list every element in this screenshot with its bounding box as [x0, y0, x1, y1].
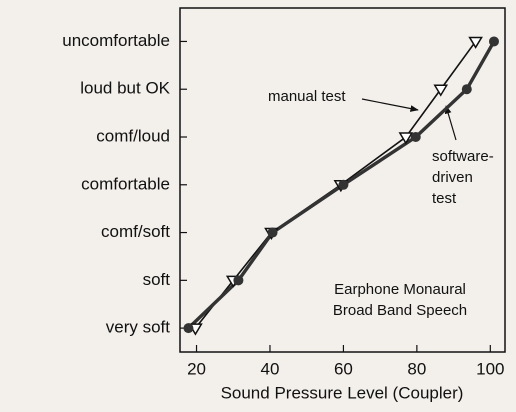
- x-tick-label: 40: [261, 359, 280, 378]
- y-tick-label: loud but OK: [80, 79, 170, 98]
- annotation: manual test: [268, 88, 346, 105]
- annotation-line: Broad Band Speech: [333, 302, 467, 319]
- marker-circle: [267, 227, 278, 238]
- annotation: software-driven test: [432, 148, 494, 207]
- y-tick-label: uncomfortable: [62, 31, 170, 50]
- marker-circle: [233, 275, 244, 286]
- plot-frame: [179, 7, 506, 353]
- x-tick-label: 20: [187, 359, 206, 378]
- y-tick-label: very soft: [106, 318, 171, 337]
- annotation-line: Earphone Monaural: [334, 281, 466, 298]
- arrow: [361, 98, 419, 112]
- x-tick-label: 60: [334, 359, 353, 378]
- x-tick-label: 80: [407, 359, 426, 378]
- marker-circle: [410, 132, 421, 142]
- y-tick-label: soft: [143, 270, 171, 289]
- y-tick-label: comfortable: [81, 174, 170, 193]
- x-tick-label: 100: [476, 359, 504, 378]
- marker-circle: [338, 179, 349, 190]
- marker-triangle: [433, 84, 449, 97]
- annotation-line: driven: [432, 169, 473, 186]
- marker-circle: [183, 323, 194, 334]
- y-tick-label: comf/soft: [101, 222, 170, 241]
- marker-triangle: [398, 132, 414, 145]
- marker-circle: [461, 84, 472, 95]
- annotation-line: software-: [432, 148, 494, 165]
- arrow: [444, 105, 457, 141]
- marker-triangle: [468, 36, 483, 49]
- annotation-line: manual test: [268, 88, 346, 105]
- y-tick-label: comf/loud: [96, 126, 170, 145]
- x-axis-label: Sound Pressure Level (Coupler): [221, 383, 464, 402]
- annotation-line: test: [432, 190, 457, 207]
- annotation: Earphone Monaural Broad Band Speech: [333, 281, 467, 319]
- marker-circle: [488, 36, 499, 47]
